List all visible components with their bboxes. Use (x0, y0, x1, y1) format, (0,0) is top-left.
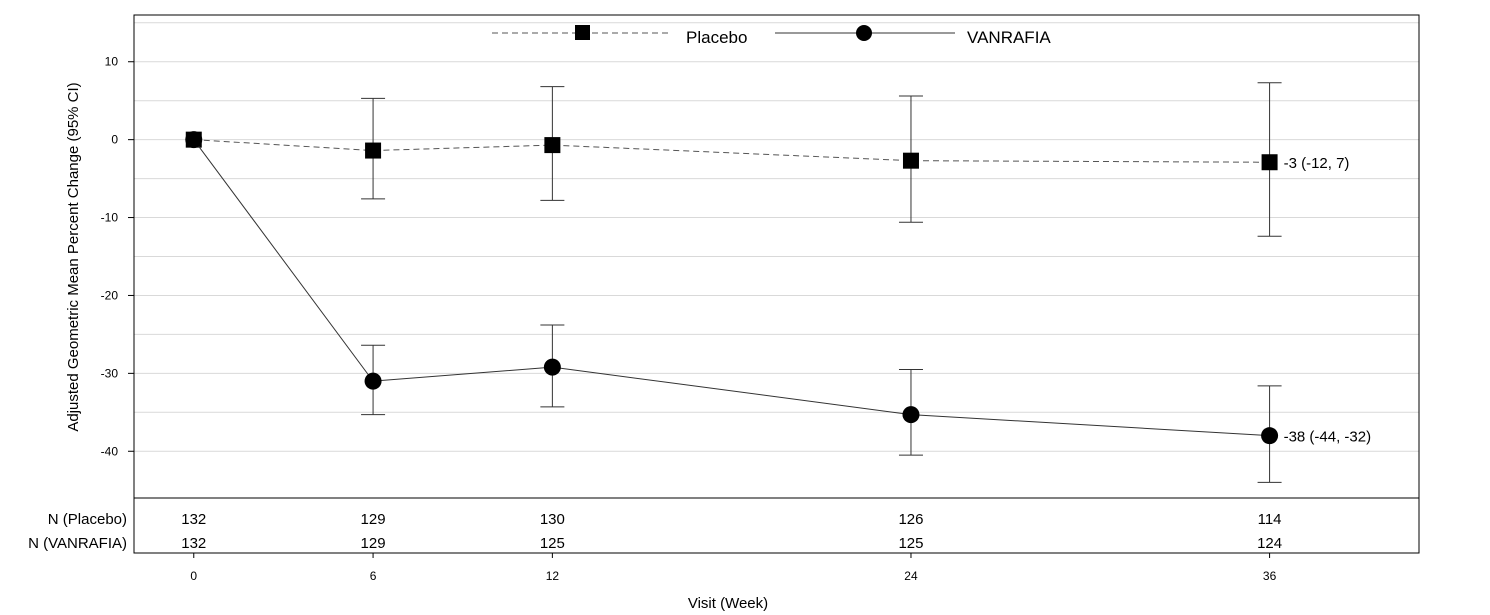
x-tick-label: 6 (370, 569, 377, 583)
series-line-placebo (193, 139, 1270, 163)
y-tick-label: -40 (101, 444, 119, 458)
legend-vanrafia-circle-icon (856, 25, 872, 41)
data-point-placebo (365, 142, 382, 159)
data-point-placebo (1261, 154, 1278, 171)
x-axis-ticks: 0 6 12 24 36 (190, 553, 1277, 583)
y-tick-label: -20 (101, 288, 119, 302)
risk-row-label: N (Placebo) (48, 511, 127, 528)
risk-cell: 132 (181, 511, 206, 528)
risk-row-label: N (VANRAFIA) (28, 535, 127, 552)
risk-cell: 130 (540, 511, 565, 528)
data-point-vanrafia (364, 372, 382, 390)
gridlines (134, 22, 1419, 452)
x-axis-label: Visit (Week) (688, 595, 768, 612)
risk-cell: 132 (181, 535, 206, 552)
series-layer: -3 (-12, 7) -38 (-44, -32) (185, 82, 1372, 483)
y-tick-label: 10 (105, 55, 119, 69)
risk-cell: 129 (361, 511, 386, 528)
y-tick-label: -30 (101, 366, 119, 380)
x-tick-label: 24 (904, 569, 918, 583)
x-tick-label: 12 (546, 569, 560, 583)
legend-placebo-label: Placebo (686, 28, 747, 47)
risk-cell: 129 (361, 535, 386, 552)
risk-cell: 125 (898, 535, 923, 552)
data-point-vanrafia (543, 358, 561, 376)
risk-table-frame (133, 497, 1420, 554)
risk-cell: 114 (1258, 511, 1282, 528)
x-tick-label: 0 (190, 569, 197, 583)
data-point-vanrafia (1261, 427, 1279, 445)
y-tick-label: 0 (111, 133, 118, 147)
risk-cell: 124 (1257, 535, 1282, 552)
y-tick-label: -10 (101, 211, 119, 225)
legend-placebo-square-icon (575, 25, 590, 40)
legend: Placebo VANRAFIA (492, 25, 1051, 47)
x-tick-label: 36 (1263, 569, 1277, 583)
y-axis-ticks: 10 0 -10 -20 -30 -40 (101, 55, 134, 458)
legend-vanrafia-label: VANRAFIA (967, 28, 1051, 47)
end-label-placebo: -3 (-12, 7) (1284, 155, 1350, 172)
risk-cell: 125 (540, 535, 565, 552)
data-point-placebo (544, 137, 561, 154)
data-point-placebo (902, 152, 919, 169)
end-label-vanrafia: -38 (-44, -32) (1284, 429, 1372, 446)
risk-table: N (Placebo) 132 129 130 126 114 N (VANRAFIA) 13… (28, 511, 1282, 552)
data-point-vanrafia (902, 406, 920, 424)
risk-cell: 126 (898, 511, 923, 528)
series-line-vanrafia (193, 139, 1270, 437)
data-point-vanrafia (185, 131, 203, 149)
y-axis-label: Adjusted Geometric Mean Percent Change (… (65, 82, 82, 431)
